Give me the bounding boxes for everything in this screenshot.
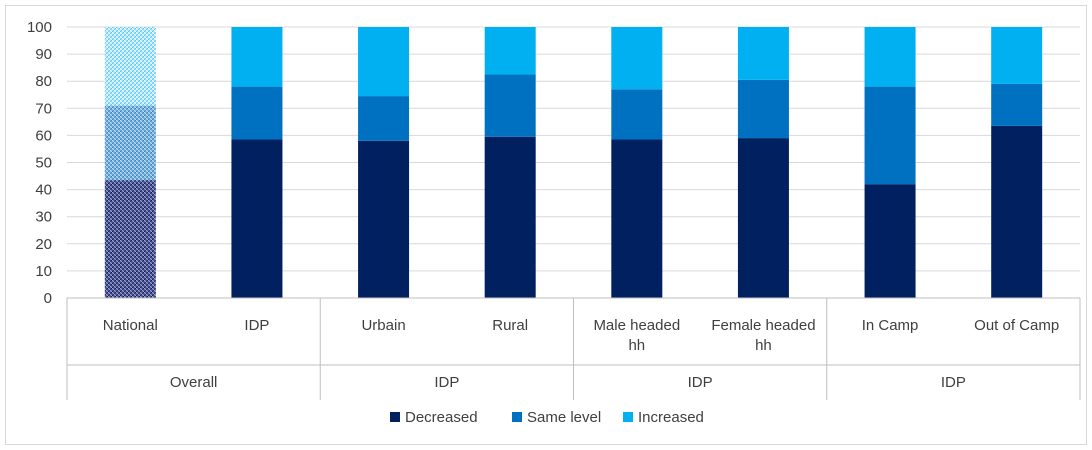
y-tick-label: 30 [35,209,52,226]
bar-decreased-out-of-camp [991,125,1043,298]
x-category-label: Out of Camp [974,317,1059,334]
x-category-label: Male headed hh [593,317,680,354]
bar-decreased-male-headed-hh [611,139,663,298]
y-tick-label: 60 [35,127,52,144]
legend-label: Increased [638,409,704,426]
bar-decreased-female-headed-hh [737,138,789,298]
y-tick-label: 90 [35,46,52,63]
bar-increased-urbain [358,27,410,97]
bar-increased-out-of-camp [991,27,1043,84]
bar-increased-idp [231,27,283,87]
x-category-label: National [103,317,158,334]
bar-same-level-female-headed-hh [737,79,789,139]
bar-same-level-in-camp [864,86,916,185]
y-tick-label: 20 [35,236,52,253]
bar-decreased-rural [484,136,536,298]
x-category-label: In Camp [862,317,919,334]
legend-swatch [623,412,633,422]
group-label: IDP [941,374,966,391]
bar-same-level-out-of-camp [991,83,1043,126]
bar-same-level-male-headed-hh [611,89,663,140]
y-tick-label: 70 [35,100,52,117]
y-tick-label: 50 [35,155,52,172]
bar-decreased-urbain [358,140,410,298]
legend-swatch [512,412,522,422]
legend-label: Decreased [405,409,478,426]
bar-same-level-idp [231,86,283,140]
group-label: IDP [434,374,459,391]
bar-same-level-rural [484,74,536,137]
bar-increased-in-camp [864,27,916,87]
legend-label: Same level [527,409,601,426]
y-tick-label: 0 [44,290,52,307]
bar-increased-national [104,27,156,106]
x-category-label: Urbain [361,317,405,334]
legend-swatch [390,412,400,422]
group-label: Overall [170,374,218,391]
bar-same-level-urbain [358,96,410,141]
bar-decreased-idp [231,139,283,298]
x-category-label: IDP [244,317,269,334]
y-tick-label: 100 [27,19,52,36]
bar-decreased-in-camp [864,184,916,298]
bar-same-level-national [104,105,156,181]
bar-increased-male-headed-hh [611,27,663,90]
x-category-label: Rural [492,317,528,334]
x-category-label: Female headed hh [711,317,815,354]
group-label: IDP [688,374,713,391]
y-tick-label: 10 [35,263,52,280]
bar-increased-rural [484,27,536,75]
y-tick-label: 80 [35,73,52,90]
bar-decreased-national [104,180,156,298]
bar-increased-female-headed-hh [737,27,789,80]
y-tick-label: 40 [35,182,52,199]
